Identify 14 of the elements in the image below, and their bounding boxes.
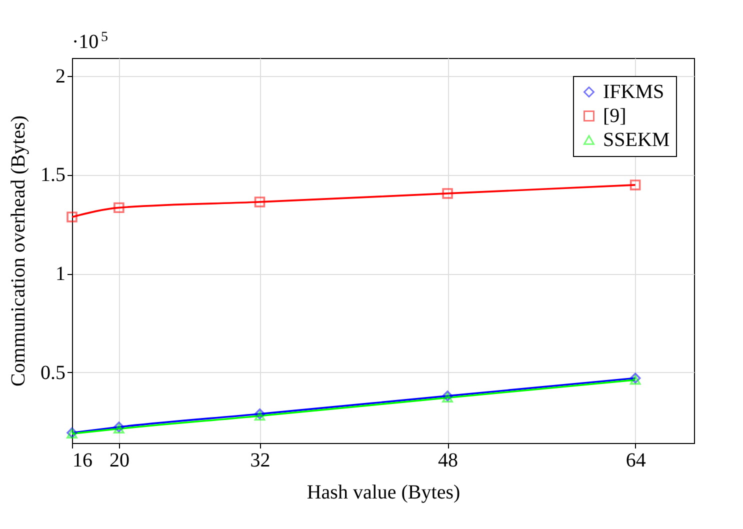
y-axis-title: Communication overhead (Bytes) bbox=[8, 115, 30, 387]
legend-label: IFKMS bbox=[603, 81, 664, 103]
legend-label: [9] bbox=[603, 105, 626, 127]
y-tick-label: 1 bbox=[56, 263, 66, 286]
y-tick-label: 1.5 bbox=[40, 164, 66, 186]
x-tick-label: 16 bbox=[72, 450, 92, 472]
legend-label: SSEKM bbox=[603, 129, 670, 151]
x-axis-title: Hash value (Bytes) bbox=[306, 482, 460, 504]
y-tick-label: 0.5 bbox=[40, 362, 66, 384]
x-tick-label: 20 bbox=[109, 450, 130, 472]
x-tick-label: 48 bbox=[438, 450, 458, 472]
x-tick-label: 64 bbox=[626, 450, 646, 472]
x-tick-label: 32 bbox=[250, 450, 270, 472]
y-tick-label: 2 bbox=[56, 65, 66, 88]
